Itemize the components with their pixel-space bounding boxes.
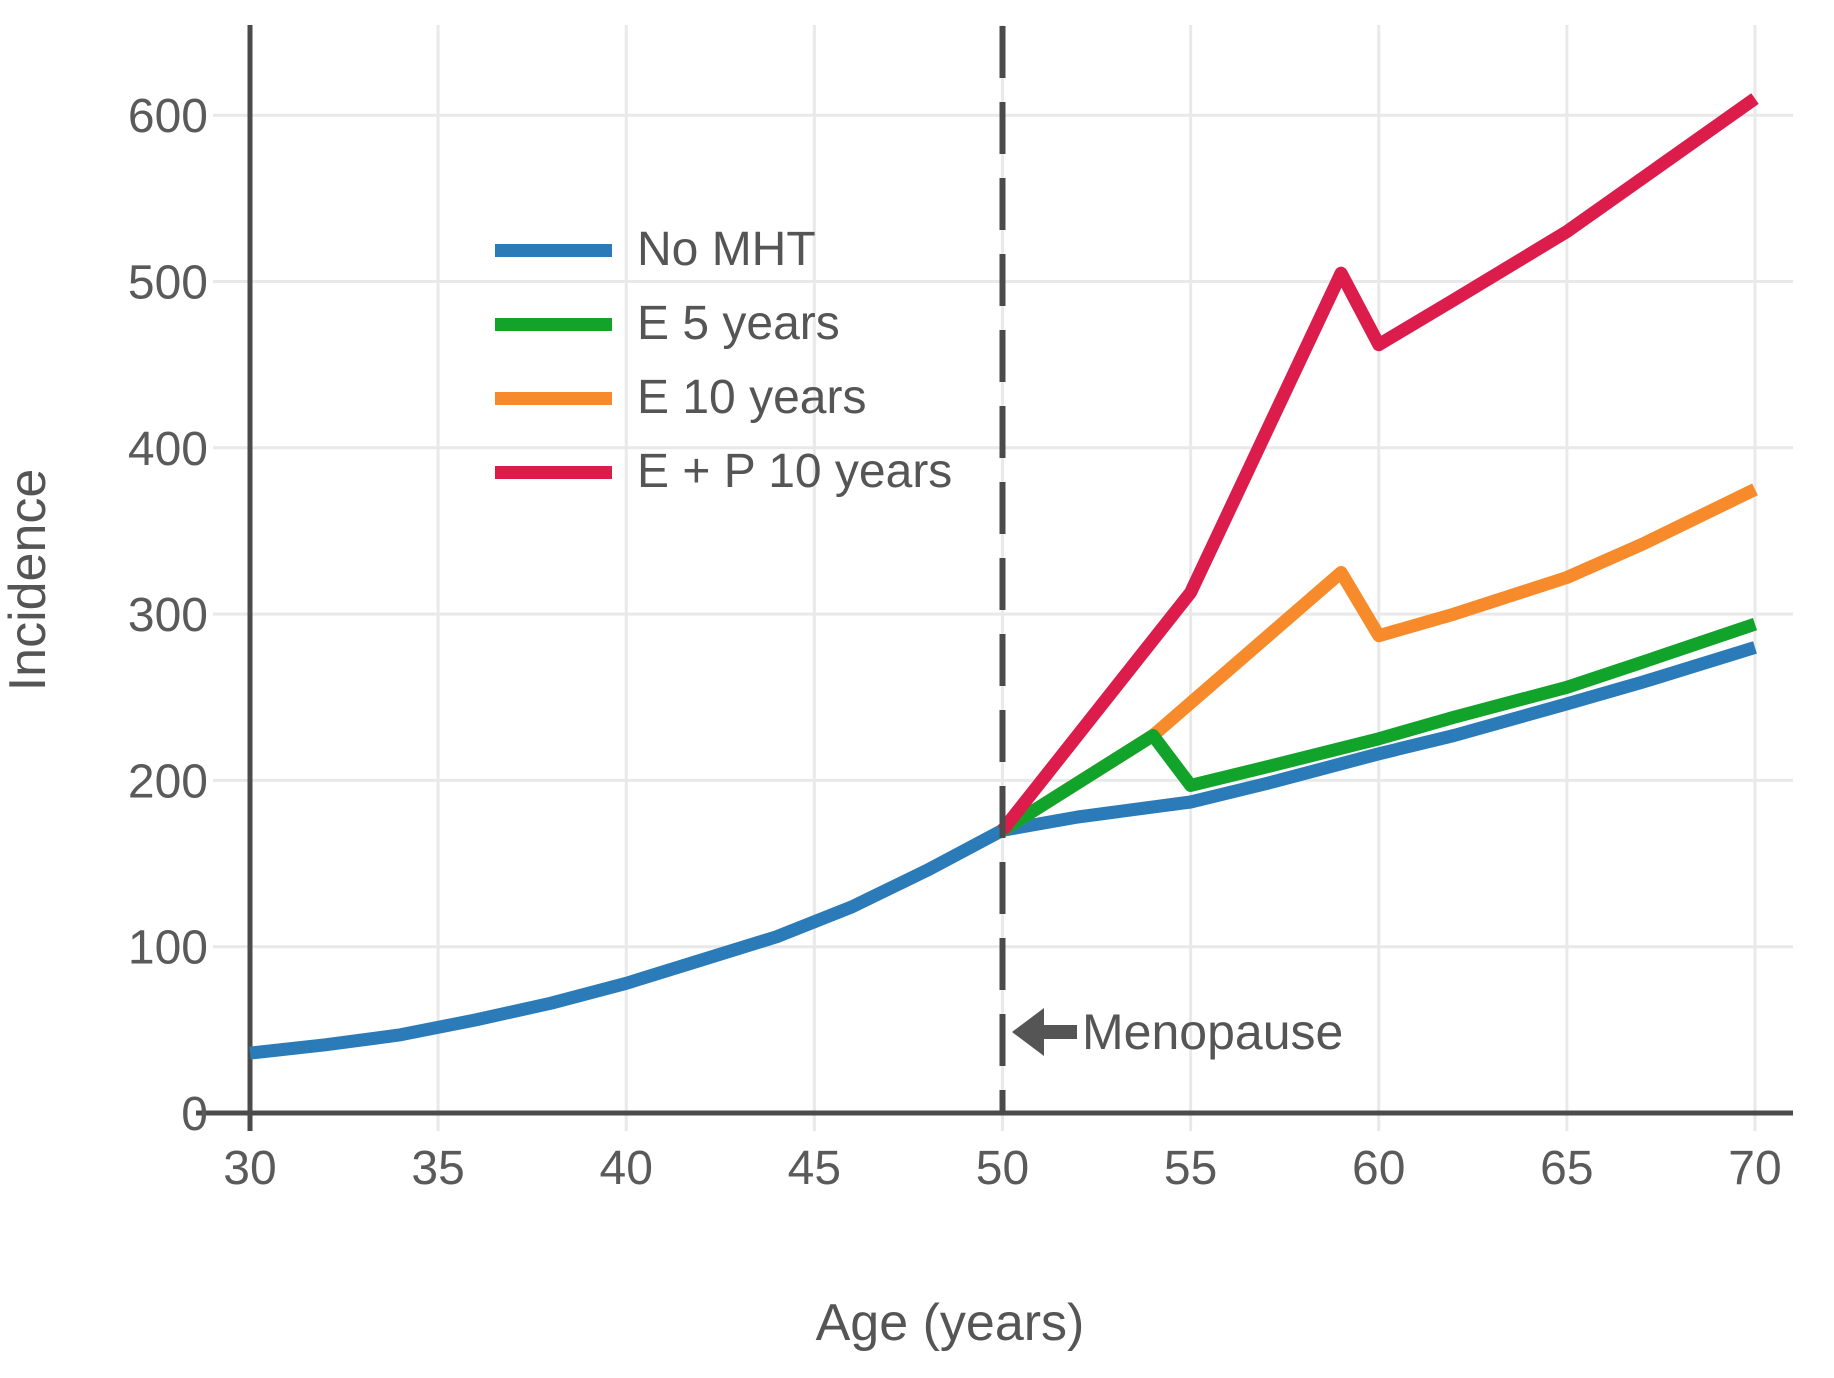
x-tick-label-60: 60	[1352, 1142, 1405, 1195]
legend-item-e-10-years: E 10 years	[495, 374, 952, 422]
legend-item-no-mht: No MHT	[495, 226, 952, 274]
y-tick-label-600: 600	[128, 90, 208, 143]
legend-swatch-no-mht	[495, 243, 612, 257]
legend-item-e-5-years: E 5 years	[495, 300, 952, 348]
series-line-e-p-10-years	[997, 93, 1759, 835]
x-tick-label-35: 35	[411, 1142, 464, 1195]
tick-label-layer: 0 100 200 300 400 500 600 30 35 40 45 50 55 60 65 70	[128, 90, 1782, 1195]
x-tick-label-50: 50	[976, 1142, 1029, 1195]
axis-layer	[196, 25, 1793, 1131]
menopause-label: Menopause	[1082, 1004, 1343, 1060]
legend-label-e-5-years: E 5 years	[637, 297, 840, 350]
y-tick-label-200: 200	[128, 755, 208, 808]
x-tick-label-65: 65	[1540, 1142, 1593, 1195]
x-tick-label-30: 30	[223, 1142, 276, 1195]
legend-swatch-e-p-10-years	[495, 465, 612, 479]
legend-swatch-e-5-years	[495, 317, 612, 331]
series-layer	[249, 93, 1759, 1060]
y-axis-title: Incidence	[0, 469, 57, 692]
y-tick-label-500: 500	[128, 257, 208, 310]
y-tick-label-300: 300	[128, 589, 208, 642]
y-tick-label-100: 100	[128, 922, 208, 975]
annotation-layer: Menopause	[999, 26, 1343, 1113]
y-tick-label-400: 400	[128, 423, 208, 476]
legend-label-no-mht: No MHT	[637, 223, 816, 276]
series-line-e-10-years	[999, 483, 1758, 836]
x-tick-label-55: 55	[1164, 1142, 1217, 1195]
x-tick-label-70: 70	[1728, 1142, 1781, 1195]
menopause-arrow-icon	[1012, 1008, 1077, 1056]
series-line-no-mht	[249, 641, 1757, 1060]
series-line-e-5-years	[999, 617, 1758, 836]
legend-label-e-p-10-years: E + P 10 years	[637, 445, 953, 498]
legend-item-e-p-10-years: E + P 10 years	[495, 448, 952, 496]
legend-swatch-e-10-years	[495, 391, 612, 405]
x-tick-label-45: 45	[788, 1142, 841, 1195]
y-tick-label-0: 0	[181, 1088, 208, 1141]
legend-label-e-10-years: E 10 years	[637, 371, 867, 424]
legend: No MHT E 5 years E 10 years E + P 10 yea…	[495, 226, 952, 522]
x-axis-title: Age (years)	[816, 1294, 1085, 1352]
x-tick-label-40: 40	[600, 1142, 653, 1195]
